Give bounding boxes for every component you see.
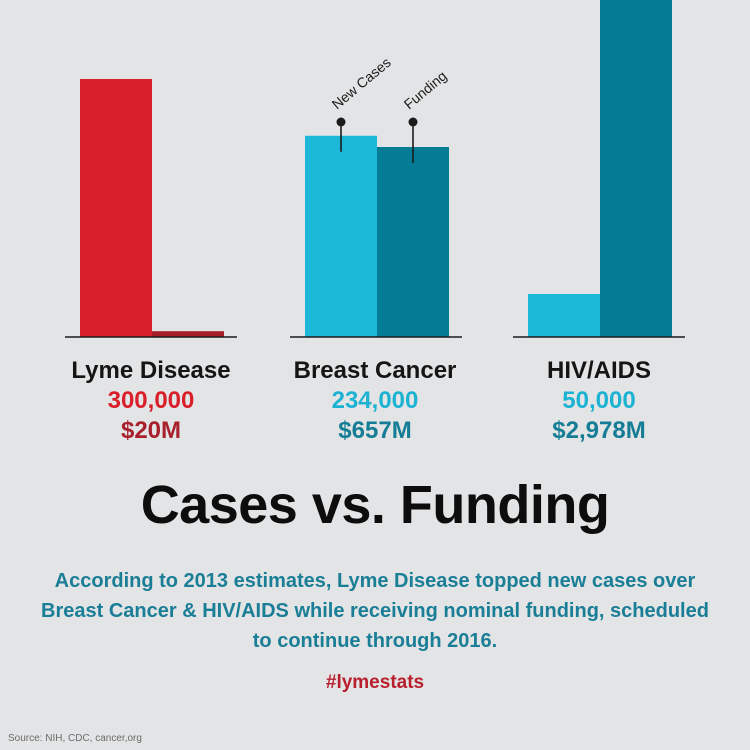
legend-pin-dot-funding xyxy=(408,117,418,127)
funding-value-hiv-aids: $2,978M xyxy=(552,417,646,444)
bar-chart: New Cases Funding xyxy=(65,0,685,338)
bar-funding-breast-cancer xyxy=(377,147,449,337)
legend-label-funding: Funding xyxy=(401,68,450,113)
bar-cases-hiv-aids xyxy=(528,294,600,337)
legend-pin-dot-new-cases xyxy=(336,117,346,127)
bar-funding-lyme-disease xyxy=(152,331,224,337)
bar-cases-breast-cancer xyxy=(305,135,377,337)
bar-cases-lyme-disease xyxy=(80,79,152,337)
legend-label-new-cases: New Cases xyxy=(329,54,394,112)
funding-value-lyme: $20M xyxy=(120,417,182,444)
category-label-breast-cancer: Breast Cancer xyxy=(293,357,457,384)
chart-subtitle: According to 2013 estimates, Lyme Diseas… xyxy=(41,570,709,652)
category-label-hiv-aids: HIV/AIDS xyxy=(546,357,651,384)
cases-value-breast-cancer: 234,000 xyxy=(331,387,419,414)
bar-funding-hiv-aids xyxy=(600,0,672,337)
breast-cancer-group: Breast Cancer 234,000 $657M xyxy=(255,356,495,446)
chart-title: Cases vs. Funding xyxy=(140,475,610,535)
category-label-lyme: Lyme Disease xyxy=(71,357,231,384)
lyme-group: Lyme Disease 300,000 $20M xyxy=(31,356,271,446)
cases-value-lyme: 300,000 xyxy=(107,387,195,414)
hashtag-link[interactable]: #lymestats xyxy=(325,672,425,693)
hiv-aids-group: HIV/AIDS 50,000 $2,978M xyxy=(479,356,719,446)
source-note: Source: NIH, CDC, cancer,org xyxy=(8,733,142,744)
funding-value-breast-cancer: $657M xyxy=(338,417,412,444)
cases-value-hiv-aids: 50,000 xyxy=(562,387,636,414)
